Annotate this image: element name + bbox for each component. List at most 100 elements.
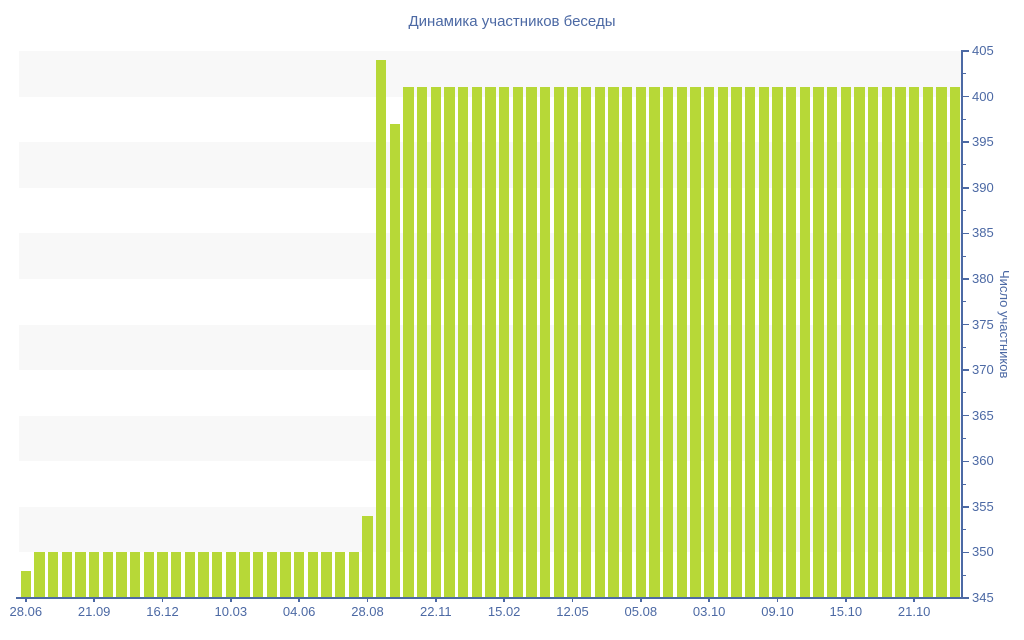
bar[interactable] [471, 87, 483, 598]
bar[interactable] [840, 87, 852, 598]
bar[interactable] [47, 552, 59, 598]
bar[interactable] [526, 87, 537, 598]
x-axis-label: 05.08 [624, 604, 658, 619]
bar[interactable] [908, 87, 920, 598]
y-tick [962, 50, 969, 52]
bar[interactable] [129, 552, 141, 598]
bar[interactable] [362, 515, 373, 598]
bar[interactable] [198, 552, 209, 598]
bar[interactable] [580, 87, 592, 598]
bar[interactable] [307, 552, 319, 598]
bar[interactable] [321, 552, 332, 598]
bar[interactable] [649, 87, 660, 598]
bar[interactable] [444, 87, 455, 598]
bar[interactable] [20, 570, 32, 598]
bar[interactable] [881, 87, 893, 598]
bar[interactable] [867, 87, 879, 598]
bar[interactable] [676, 87, 688, 598]
bar[interactable] [280, 552, 291, 598]
y-axis-label: 365 [972, 407, 994, 423]
x-tick [708, 598, 710, 602]
bar[interactable] [157, 552, 168, 598]
bar[interactable] [813, 87, 824, 598]
bar[interactable] [539, 87, 551, 598]
bar[interactable] [567, 87, 578, 598]
bar[interactable] [143, 552, 155, 598]
bar[interactable] [184, 552, 196, 598]
bar[interactable] [485, 87, 496, 598]
bar[interactable] [512, 87, 524, 598]
bar[interactable] [170, 552, 182, 598]
bar[interactable] [949, 87, 961, 598]
y-minor-tick [962, 255, 966, 257]
bar[interactable] [717, 87, 729, 598]
bar[interactable] [252, 552, 264, 598]
bar[interactable] [430, 87, 442, 598]
bar[interactable] [854, 87, 865, 598]
bar[interactable] [703, 87, 715, 598]
x-axis-label: 09.10 [761, 604, 794, 619]
bar[interactable] [826, 87, 838, 598]
plot-area [19, 51, 962, 598]
bar[interactable] [553, 87, 565, 598]
bar[interactable] [34, 552, 45, 598]
y-tick [962, 323, 969, 326]
x-tick [25, 598, 27, 602]
bar[interactable] [102, 552, 114, 598]
x-tick [435, 598, 437, 602]
bar[interactable] [75, 552, 86, 598]
y-axis-label: 355 [972, 498, 994, 514]
bar[interactable] [621, 87, 633, 598]
y-axis-label: 405 [972, 43, 994, 58]
bar[interactable] [266, 552, 278, 598]
bar[interactable] [690, 87, 701, 598]
bar[interactable] [731, 87, 742, 598]
y-axis-label: 375 [972, 316, 994, 332]
y-axis-label: 395 [972, 134, 994, 150]
y-tick [962, 95, 969, 98]
bar[interactable] [61, 552, 73, 598]
bar[interactable] [225, 552, 237, 598]
bar[interactable] [375, 60, 387, 598]
y-minor-tick [962, 210, 966, 212]
bar[interactable] [895, 87, 906, 598]
chart-title: Динамика участников беседы [408, 13, 616, 30]
y-minor-tick [962, 346, 966, 348]
bar[interactable] [88, 552, 100, 598]
y-minor-tick [962, 164, 966, 166]
y-tick [962, 460, 969, 462]
x-axis-label: 04.06 [282, 604, 316, 619]
y-tick [962, 414, 969, 417]
bar[interactable] [457, 87, 469, 598]
bar[interactable] [403, 87, 414, 598]
bar[interactable] [744, 87, 756, 598]
bar[interactable] [348, 552, 360, 598]
bar[interactable] [293, 552, 305, 598]
bar[interactable] [922, 87, 934, 598]
bar[interactable] [594, 87, 606, 598]
bar[interactable] [936, 87, 947, 598]
bar[interactable] [635, 87, 647, 598]
bar[interactable] [498, 87, 510, 598]
y-axis-label: 390 [972, 179, 994, 195]
bar[interactable] [662, 87, 674, 598]
bar[interactable] [239, 552, 250, 598]
bar[interactable] [608, 87, 619, 598]
bar[interactable] [116, 552, 127, 598]
bar[interactable] [211, 552, 223, 598]
bar[interactable] [334, 552, 346, 598]
x-axis-label: 21.10 [897, 604, 931, 619]
x-tick [845, 598, 847, 602]
bar[interactable] [772, 87, 783, 598]
x-axis-label: 21.09 [77, 604, 111, 619]
bar[interactable] [758, 87, 770, 598]
y-minor-tick [962, 118, 966, 120]
bar[interactable] [416, 87, 428, 598]
bar[interactable] [799, 87, 811, 598]
bar[interactable] [389, 123, 401, 598]
x-tick [776, 598, 779, 602]
bar[interactable] [785, 87, 797, 598]
y-minor-tick [962, 73, 966, 75]
y-axis-label: 350 [972, 544, 994, 560]
